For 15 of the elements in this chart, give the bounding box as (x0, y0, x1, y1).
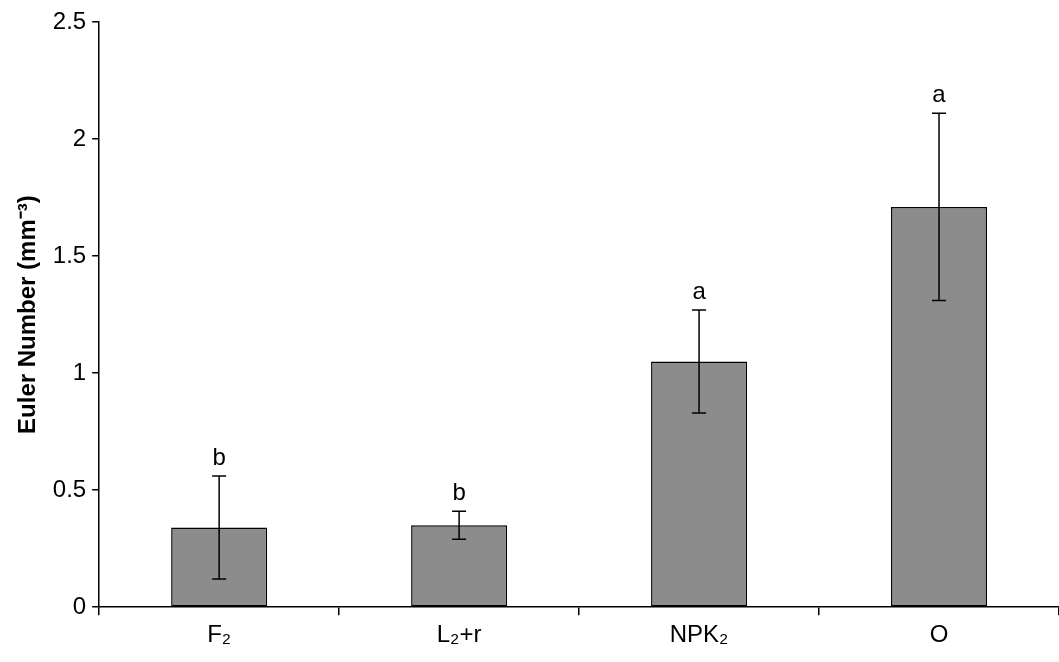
x-tick-label: F₂ (207, 620, 232, 648)
annotation: b (212, 442, 226, 470)
annotation: a (692, 276, 707, 304)
annotation: a (932, 79, 947, 107)
y-tick-label: 1 (72, 357, 87, 385)
y-tick-label: 2 (72, 123, 87, 151)
y-tick-label: 0 (72, 591, 87, 619)
y-axis-title: Euler Number (mm⁻³) (13, 195, 41, 434)
x-tick-label: O (929, 620, 949, 648)
x-tick-label: L₂+r (436, 620, 482, 648)
annotation: b (452, 477, 466, 505)
y-tick-label: 0.5 (52, 474, 87, 502)
y-tick-label: 1.5 (52, 240, 87, 268)
x-tick-label: NPK₂ (669, 620, 729, 648)
y-tick-label: 2.5 (52, 6, 87, 34)
